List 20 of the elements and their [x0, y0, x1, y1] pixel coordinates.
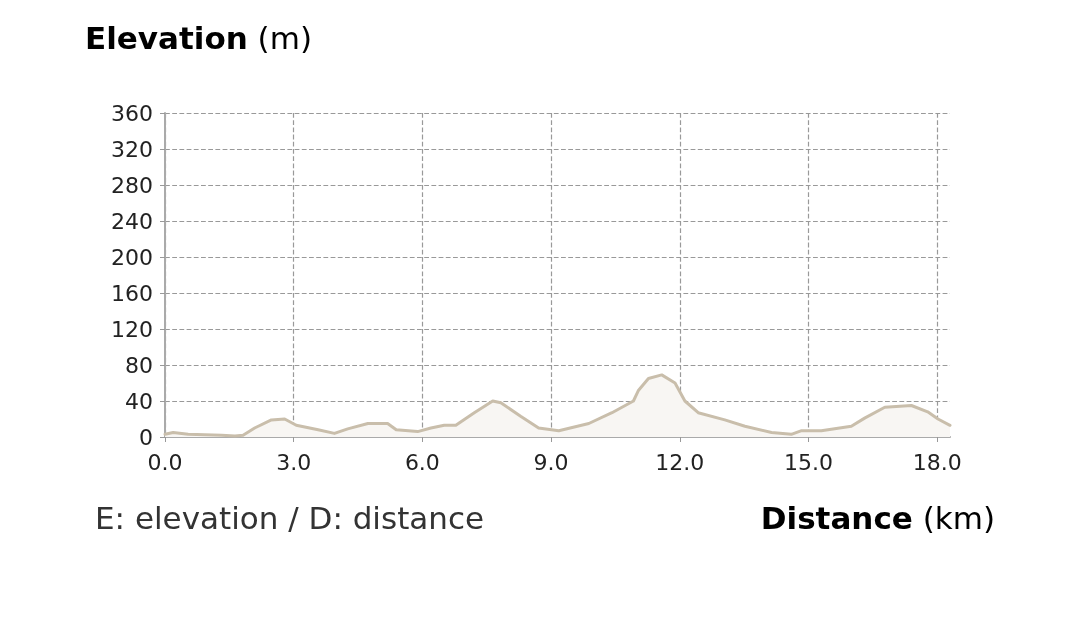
x-tick-label: 0.0: [147, 449, 183, 475]
text: E: elevation / D: distance: [95, 499, 485, 536]
x-tick-label: 3.0: [276, 449, 312, 475]
x-tick-label: 9.0: [533, 449, 569, 475]
y-tick-label: 280: [111, 172, 153, 198]
x-tick-label: 6.0: [404, 449, 440, 475]
y-tick-label: 320: [111, 136, 153, 162]
y-axis-title: Elevation (m): [85, 19, 313, 56]
y-tick-label: 240: [111, 208, 153, 234]
y-tick-label: 360: [111, 100, 153, 126]
x-tick-label: 15.0: [783, 449, 833, 475]
x-tick-label: 12.0: [655, 449, 705, 475]
y-tick-label: 200: [111, 244, 153, 270]
y-tick-label: 160: [111, 280, 153, 306]
y-tick-label: 0: [139, 424, 153, 450]
y-tick-label: 40: [125, 388, 153, 414]
y-tick-label: 80: [125, 352, 153, 378]
x-axis-title: Distance (km): [760, 499, 996, 536]
y-tick-label: 120: [111, 316, 153, 342]
x-tick-label: 18.0: [912, 449, 962, 475]
